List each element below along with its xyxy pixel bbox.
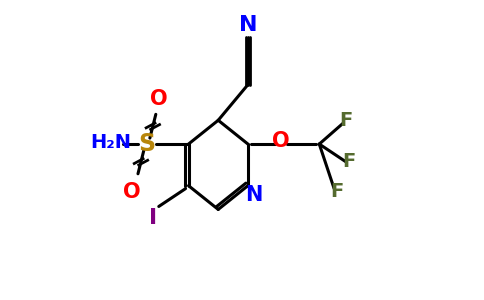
Text: O: O bbox=[150, 89, 167, 110]
Text: I: I bbox=[149, 208, 157, 228]
Text: F: F bbox=[339, 111, 353, 130]
Text: F: F bbox=[342, 152, 356, 171]
Text: O: O bbox=[272, 131, 289, 151]
Text: N: N bbox=[239, 15, 257, 35]
Text: S: S bbox=[138, 132, 155, 156]
Text: N: N bbox=[245, 184, 263, 205]
Text: H₂N: H₂N bbox=[91, 133, 132, 152]
Text: F: F bbox=[331, 182, 344, 201]
Text: O: O bbox=[123, 182, 141, 202]
